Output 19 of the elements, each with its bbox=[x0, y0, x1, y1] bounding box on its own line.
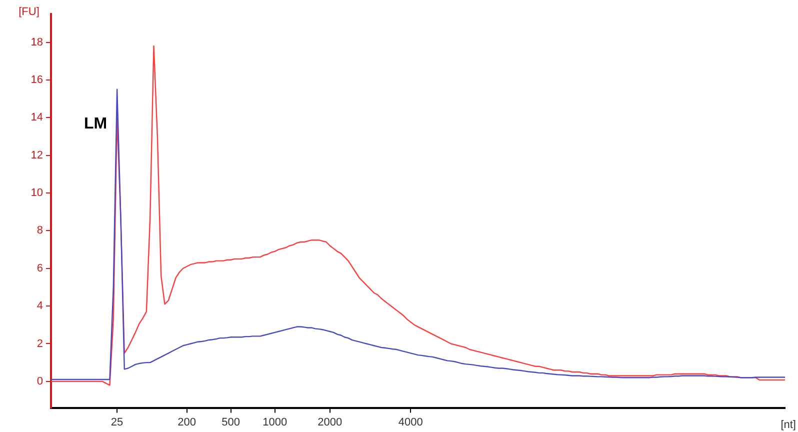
y-tick-label: 4 bbox=[36, 300, 43, 312]
y-tick-label: 10 bbox=[30, 187, 43, 200]
x-tick-label: 200 bbox=[178, 416, 196, 428]
y-tick-label: 12 bbox=[30, 149, 43, 162]
y-axis-title: [FU] bbox=[18, 6, 40, 18]
x-tick-label: 1000 bbox=[262, 416, 288, 428]
y-tick-label: 2 bbox=[36, 338, 43, 350]
y-tick-label: 16 bbox=[30, 74, 43, 86]
y-tick-label: 6 bbox=[36, 262, 43, 274]
x-tick-label: 25 bbox=[110, 416, 124, 428]
y-tick-label: 18 bbox=[30, 36, 43, 48]
y-tick-label: 8 bbox=[36, 224, 43, 237]
y-tick-label: 0 bbox=[36, 375, 43, 388]
y-tick-label: 14 bbox=[30, 112, 43, 124]
x-axis-title: [nt] bbox=[780, 418, 796, 431]
x-tick-label: 4000 bbox=[398, 416, 423, 428]
x-tick-label: 2000 bbox=[318, 416, 342, 428]
x-tick-label: 500 bbox=[222, 416, 240, 428]
annotation: LM bbox=[84, 116, 108, 133]
